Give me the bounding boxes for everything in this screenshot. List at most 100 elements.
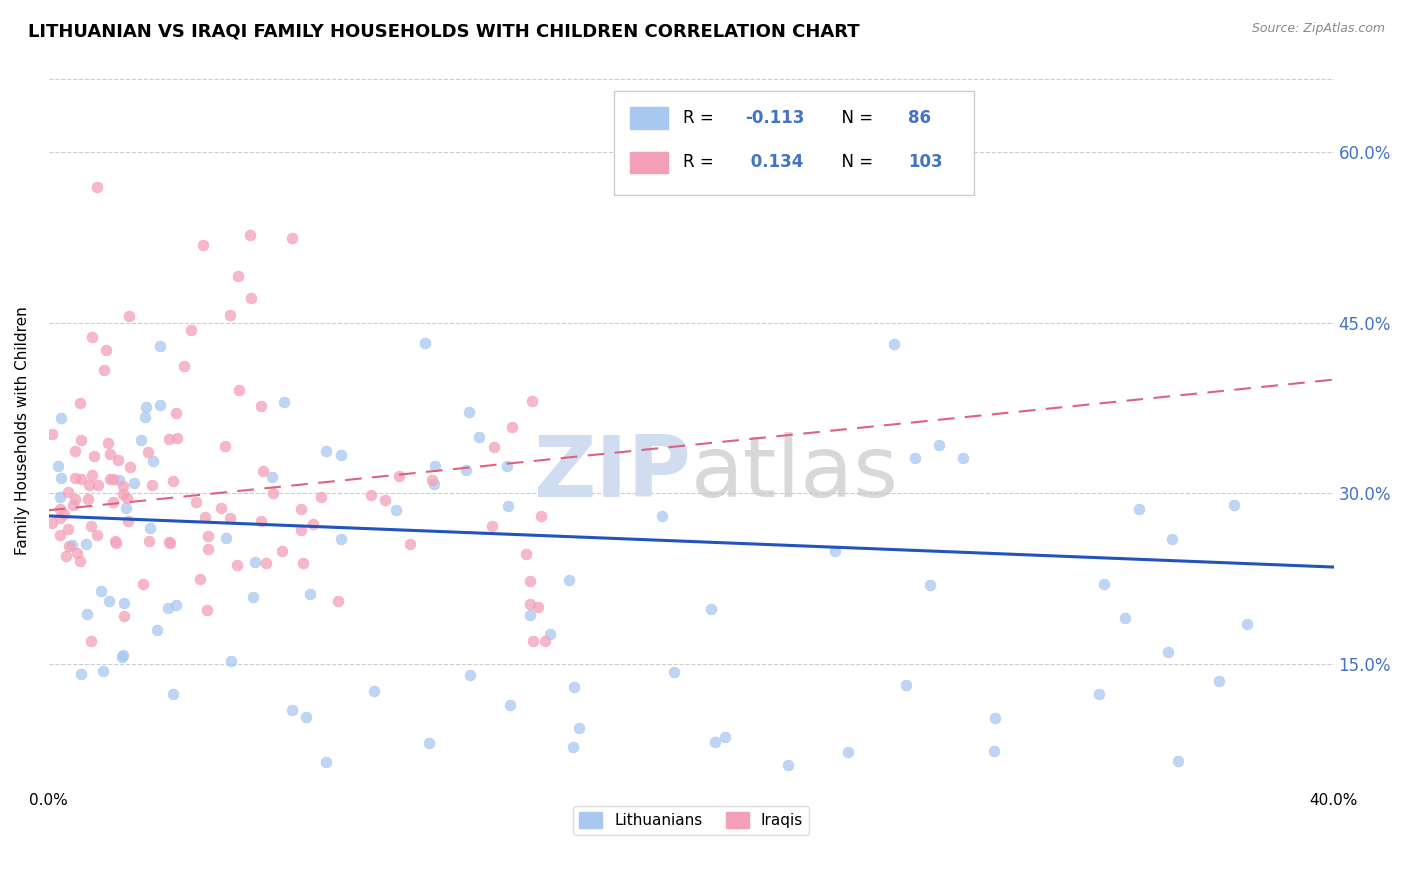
Point [252, 464, 274, 478]
Point [249, 400, 271, 414]
Point [162, 687, 184, 701]
Legend: Lithuanians, Iraqis: Lithuanians, Iraqis [574, 806, 808, 835]
Point [135, 400, 157, 414]
Point [418, 736, 440, 750]
Point [1128, 501, 1150, 516]
Point [1223, 498, 1246, 512]
Point [111, 649, 134, 664]
Point [330, 448, 353, 462]
Point [281, 703, 304, 717]
Point [273, 395, 295, 409]
Point [302, 517, 325, 532]
Point [75, 537, 97, 551]
Point [228, 268, 250, 283]
Point [423, 458, 446, 473]
Point [330, 532, 353, 546]
Point [360, 488, 382, 502]
Point [63, 471, 86, 485]
Point [112, 479, 135, 493]
Point [209, 501, 232, 516]
Point [290, 523, 312, 537]
Point [104, 536, 127, 550]
Text: 103: 103 [908, 153, 943, 171]
Point [51, 471, 73, 485]
Point [534, 633, 557, 648]
Point [290, 502, 312, 516]
Point [530, 508, 553, 523]
Point [983, 711, 1005, 725]
Point [501, 420, 523, 434]
Point [496, 500, 519, 514]
Point [197, 529, 219, 543]
Point [558, 573, 581, 587]
Point [467, 430, 489, 444]
Point [311, 491, 333, 505]
Point [1161, 532, 1184, 546]
Point [242, 590, 264, 604]
Point [56, 522, 79, 536]
Point [142, 454, 165, 468]
Text: 86: 86 [908, 109, 931, 127]
Point [328, 594, 350, 608]
Point [69, 433, 91, 447]
Point [458, 668, 481, 682]
Point [481, 519, 503, 533]
Point [41, 516, 63, 530]
Point [519, 574, 541, 588]
Point [420, 473, 443, 487]
FancyBboxPatch shape [614, 91, 974, 194]
Point [60, 538, 83, 552]
Point [228, 383, 250, 397]
Point [219, 308, 242, 322]
Point [522, 393, 544, 408]
Point [399, 537, 422, 551]
Point [496, 458, 519, 473]
Point [270, 544, 292, 558]
Point [98, 472, 121, 486]
Point [519, 597, 541, 611]
Point [1208, 673, 1230, 688]
Point [254, 556, 277, 570]
Point [162, 474, 184, 488]
Point [80, 633, 103, 648]
Point [76, 607, 98, 621]
Point [48, 458, 70, 473]
Text: Source: ZipAtlas.com: Source: ZipAtlas.com [1251, 22, 1385, 36]
Point [79, 518, 101, 533]
Point [49, 502, 72, 516]
Point [118, 310, 141, 324]
Point [83, 449, 105, 463]
Point [56, 484, 79, 499]
Point [69, 667, 91, 681]
Point [292, 556, 315, 570]
Point [166, 598, 188, 612]
Bar [630, 152, 668, 173]
Point [882, 336, 904, 351]
Point [117, 514, 139, 528]
Point [1167, 754, 1189, 768]
Point [315, 756, 337, 770]
Point [157, 535, 180, 549]
Point [134, 409, 156, 424]
Point [107, 453, 129, 467]
Point [112, 609, 135, 624]
Point [48, 527, 70, 541]
Point [190, 572, 212, 586]
Point [240, 291, 263, 305]
Point [562, 681, 585, 695]
Point [107, 473, 129, 487]
Point [117, 491, 139, 505]
Point [112, 596, 135, 610]
Point [55, 549, 77, 564]
Point [65, 491, 87, 506]
Point [96, 343, 118, 357]
Point [101, 471, 124, 485]
Point [703, 735, 725, 749]
Point [423, 476, 446, 491]
Point [1114, 611, 1136, 625]
Point [87, 478, 110, 492]
Point [77, 492, 100, 507]
Point [184, 494, 207, 508]
Text: N =: N = [831, 109, 879, 127]
Point [262, 485, 284, 500]
